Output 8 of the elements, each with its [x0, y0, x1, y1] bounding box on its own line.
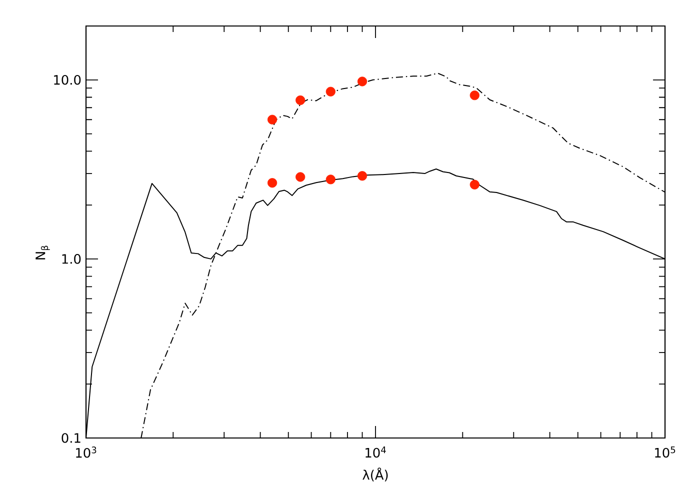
y-tick-label: 0.1 — [62, 433, 80, 443]
y-axis-title: N$_{β}$ — [36, 246, 50, 260]
x-tick-label: 10$^{4}$ — [366, 446, 386, 458]
x-tick-label: 10$^{5}$ — [655, 446, 676, 458]
x-axis-title: λ(Å) — [362, 468, 388, 482]
y-tick-label: 1.0 — [62, 254, 81, 264]
y-tick-label: 10.0 — [54, 75, 81, 85]
x-tick-label: 10$^{3}$ — [76, 446, 96, 458]
